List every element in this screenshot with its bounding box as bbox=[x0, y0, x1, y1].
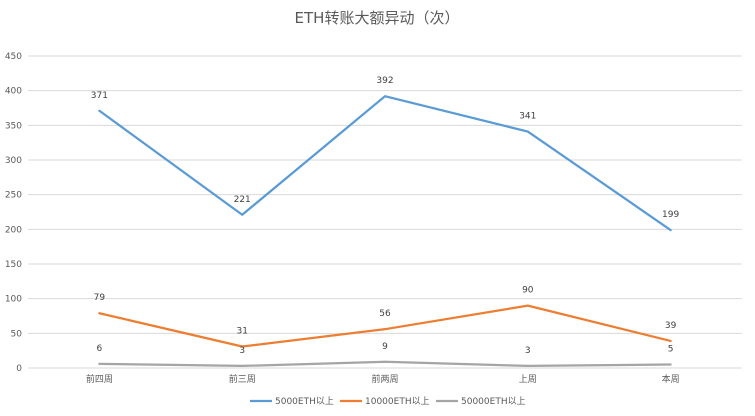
data-label: 392 bbox=[376, 76, 393, 86]
series-line-1 bbox=[98, 95, 672, 232]
data-label: 221 bbox=[234, 195, 251, 205]
legend-label-1: 5000ETH以上 bbox=[275, 396, 334, 407]
y-tick-label: 300 bbox=[5, 156, 22, 166]
x-tick-label: 上周 bbox=[519, 374, 537, 385]
x-tick-label: 前三周 bbox=[229, 373, 256, 385]
x-tick-label: 前四周 bbox=[86, 373, 113, 385]
series-lines bbox=[98, 95, 672, 368]
data-label: 39 bbox=[665, 321, 677, 331]
data-label: 31 bbox=[236, 327, 247, 337]
y-tick-label: 250 bbox=[5, 191, 22, 201]
data-label: 56 bbox=[379, 309, 391, 319]
data-label: 3 bbox=[525, 346, 531, 356]
legend: 5000ETH以上 10000ETH以上 50000ETH以上 bbox=[250, 396, 526, 407]
data-label: 6 bbox=[97, 344, 103, 354]
y-tick-label: 400 bbox=[5, 87, 22, 97]
series-line-3 bbox=[98, 360, 672, 368]
y-tick-label: 450 bbox=[5, 52, 22, 62]
x-tick-label: 本周 bbox=[662, 373, 680, 385]
data-label: 3 bbox=[239, 346, 245, 356]
gridlines bbox=[28, 55, 742, 369]
data-label: 5 bbox=[668, 345, 674, 355]
data-label: 371 bbox=[91, 91, 108, 101]
x-axis-ticks: 前四周 前三周 前两周 上周 本周 bbox=[86, 373, 680, 385]
x-tick-label: 前两周 bbox=[371, 373, 398, 385]
data-label: 199 bbox=[662, 210, 679, 220]
y-tick-label: 100 bbox=[5, 295, 22, 305]
chart-title: ETH转账大额异动（次） bbox=[295, 9, 460, 27]
data-label: 9 bbox=[382, 342, 388, 352]
y-tick-label: 0 bbox=[16, 364, 22, 374]
data-label: 79 bbox=[94, 293, 106, 303]
legend-label-2: 10000ETH以上 bbox=[365, 396, 430, 407]
y-tick-label: 350 bbox=[5, 121, 22, 131]
y-tick-label: 150 bbox=[5, 260, 22, 270]
data-label: 90 bbox=[522, 286, 534, 296]
legend-label-3: 50000ETH以上 bbox=[461, 396, 526, 407]
y-tick-label: 200 bbox=[5, 225, 22, 235]
y-axis-ticks: 0 50 100 150 200 250 300 350 400 450 bbox=[5, 52, 22, 374]
y-tick-label: 50 bbox=[11, 329, 23, 339]
data-label: 341 bbox=[519, 112, 536, 122]
